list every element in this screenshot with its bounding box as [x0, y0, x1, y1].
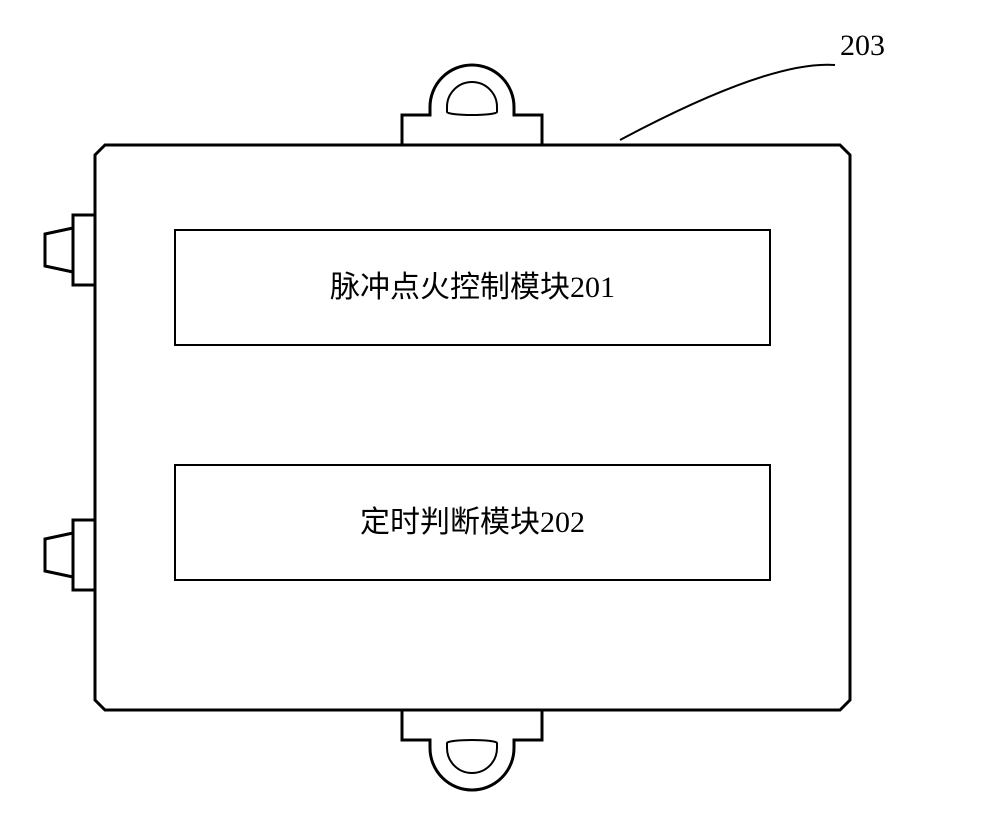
module-box-2-label: 定时判断模块202 — [360, 506, 585, 539]
left-lug-lower-nose — [45, 533, 73, 577]
bottom-mount-slot — [447, 740, 497, 773]
reference-label-203: 203 — [840, 29, 885, 62]
reference-leader-203 — [620, 65, 835, 140]
bottom-mount-tab — [402, 710, 542, 790]
top-mount-slot — [447, 82, 497, 115]
diagram-canvas: 脉冲点火控制模块201 定时判断模块202 203 — [0, 0, 1000, 819]
left-lug-lower-body — [73, 520, 95, 590]
module-box-1-label: 脉冲点火控制模块201 — [330, 271, 615, 304]
top-mount-tab — [402, 65, 542, 145]
left-lug-upper-body — [73, 215, 95, 285]
left-lug-upper-nose — [45, 228, 73, 272]
